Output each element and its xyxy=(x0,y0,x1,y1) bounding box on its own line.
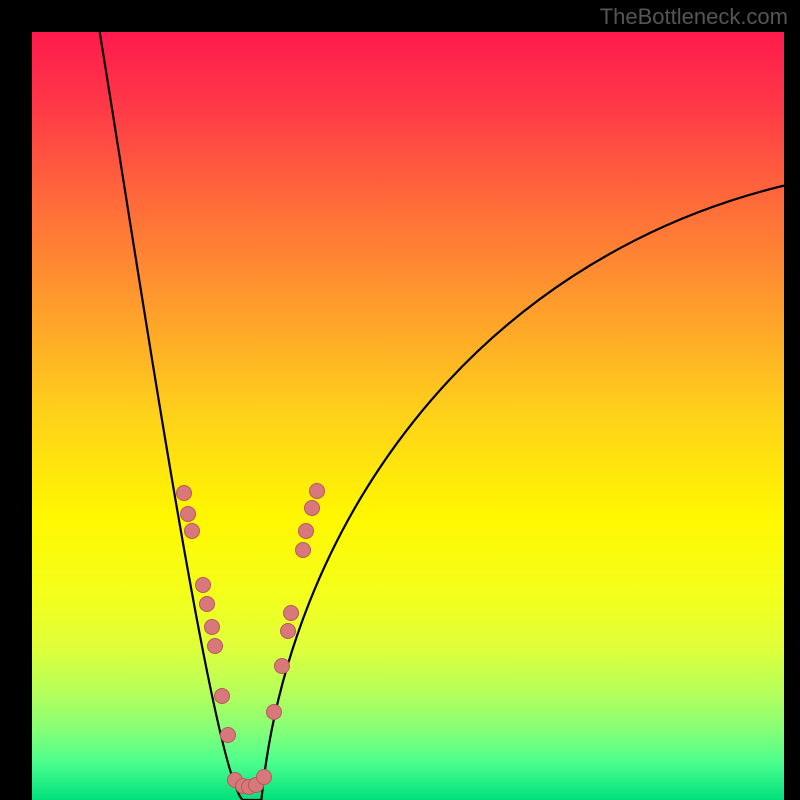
data-point xyxy=(214,688,230,704)
data-point xyxy=(304,500,320,516)
data-point xyxy=(295,542,311,558)
data-point xyxy=(298,523,314,539)
data-point xyxy=(204,619,220,635)
chart-root: TheBottleneck.com xyxy=(0,0,800,800)
data-markers xyxy=(32,32,784,800)
data-point xyxy=(283,605,299,621)
data-point xyxy=(274,658,290,674)
plot-area xyxy=(32,32,784,800)
data-point xyxy=(184,523,200,539)
data-point xyxy=(220,727,236,743)
data-point xyxy=(256,769,272,785)
data-point xyxy=(180,506,196,522)
data-point xyxy=(309,483,325,499)
data-point xyxy=(266,704,282,720)
data-point xyxy=(280,623,296,639)
data-point xyxy=(195,577,211,593)
data-point xyxy=(207,638,223,654)
data-point xyxy=(176,485,192,501)
data-point xyxy=(199,596,215,612)
watermark-text: TheBottleneck.com xyxy=(600,4,788,30)
